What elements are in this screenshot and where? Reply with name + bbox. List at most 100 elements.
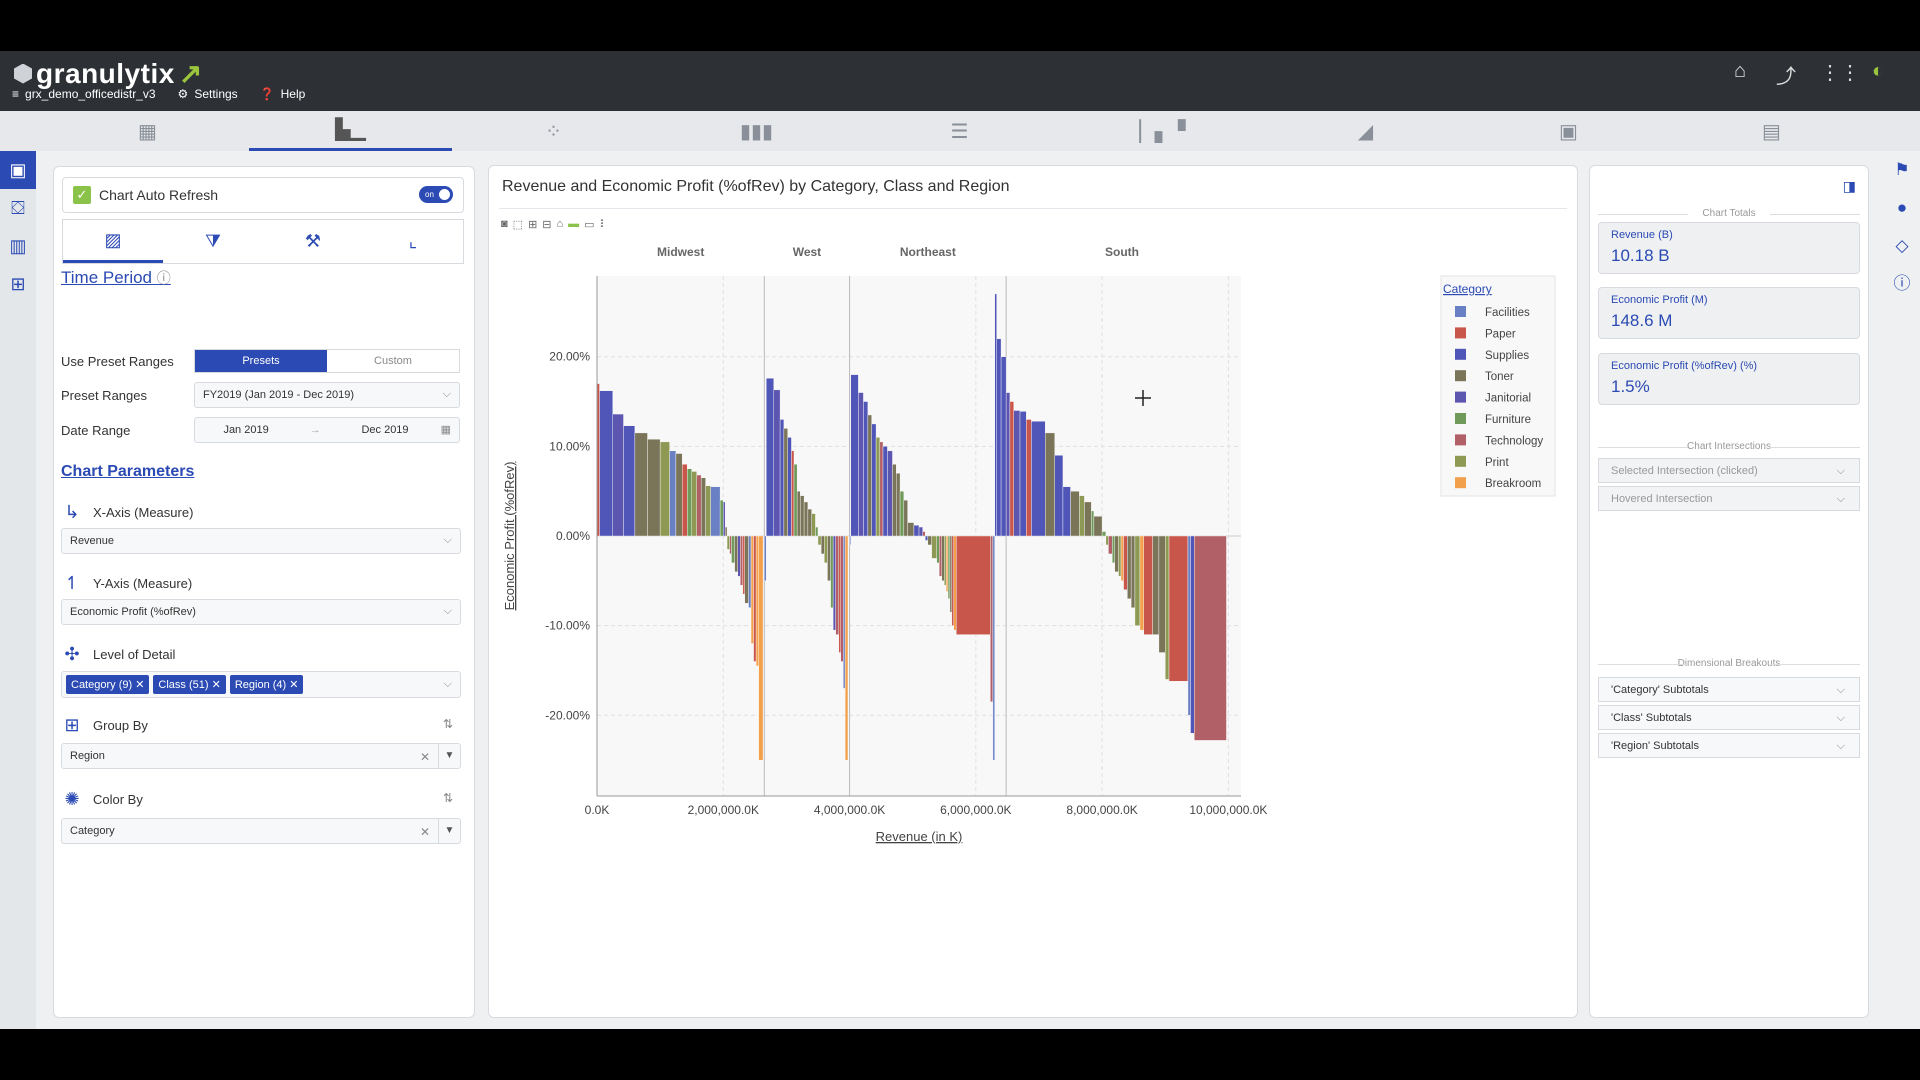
chart-parameters-heading[interactable]: Chart Parameters <box>61 463 195 480</box>
presets-button[interactable]: Presets <box>195 350 327 372</box>
calendar-icon[interactable]: ▦ <box>440 424 451 436</box>
tab-scatter[interactable]: ⁘ <box>545 120 562 143</box>
tab-area[interactable]: ◢ <box>1357 120 1374 143</box>
bar <box>1112 535 1115 564</box>
bar <box>1190 535 1195 734</box>
comment-icon[interactable]: ● <box>1896 198 1908 217</box>
bar <box>922 531 926 537</box>
dropdown-arrow-icon[interactable]: ▼ <box>438 819 460 843</box>
chevron-down-icon: ⌵ <box>1836 740 1845 752</box>
dataset-menu[interactable]: ≡ grx_demo_officedistr_v3 <box>12 87 156 101</box>
bar <box>748 535 752 608</box>
bar <box>1130 535 1136 608</box>
bar <box>827 535 831 582</box>
auto-refresh-row: ✓ Chart Auto Refresh on <box>62 177 464 213</box>
date-from[interactable]: Jan 2019 <box>223 424 269 436</box>
bar <box>726 535 730 550</box>
info-icon[interactable]: ⓘ <box>156 270 171 286</box>
bar <box>903 499 908 537</box>
tab-marimekko-bar[interactable]: ▙▁ <box>249 111 452 151</box>
bar <box>719 499 724 537</box>
zoom-out-icon[interactable]: ⊟ <box>542 219 552 231</box>
chart-svg[interactable]: Midwest West Northeast South 0.0K 2,000,000.0… <box>489 166 1579 1019</box>
tab-filters[interactable]: ⧩ <box>163 220 263 263</box>
tab-chart-data[interactable]: ▨ <box>63 220 163 263</box>
clear-icon[interactable]: ✕ <box>419 750 430 764</box>
zoom-in-icon[interactable]: ⊞ <box>528 219 538 231</box>
compare-icon[interactable]: ▭ <box>584 219 595 231</box>
time-period-heading[interactable]: Time Period ⓘ <box>61 268 171 288</box>
legend-item: Breakroom <box>1485 478 1541 490</box>
lod-chip[interactable]: Region (4) ✕ <box>229 675 304 694</box>
y-tick-label: 20.00% <box>549 350 590 364</box>
dropdown-arrow-icon[interactable]: ▼ <box>438 744 460 768</box>
legend-title: Category <box>1443 282 1492 296</box>
tab-table[interactable]: ▤ <box>1762 120 1781 143</box>
spike-lines-icon[interactable]: ▬ <box>568 218 580 230</box>
tab-format[interactable]: ⚒ <box>263 220 363 263</box>
bar <box>758 535 764 761</box>
tab-layout[interactable]: ⌞ <box>363 220 463 263</box>
close-icon[interactable]: ✕ <box>135 679 145 691</box>
bar <box>675 453 683 537</box>
lod-multiselect[interactable]: Category (9) ✕ Class (51) ✕ Region (4) ✕… <box>61 671 461 698</box>
tab-horizontal-bar[interactable]: ☰ <box>950 120 969 143</box>
x-axis-select[interactable]: Revenue ⌵ <box>61 528 461 554</box>
collapse-panel-icon[interactable]: ◨ <box>1842 178 1856 194</box>
chart-view-icon[interactable]: ▣ <box>0 151 36 189</box>
color-by-select[interactable]: Category ✕ ▼ <box>61 818 461 844</box>
reset-home-icon[interactable]: ⌂ <box>556 218 564 230</box>
preset-ranges-select[interactable]: FY2019 (Jan 2019 - Dec 2019) ⌵ <box>194 382 460 408</box>
home-icon[interactable]: ⌂ <box>1733 60 1747 82</box>
bar <box>1026 419 1032 537</box>
box-select-icon[interactable]: ⬚ <box>512 219 524 231</box>
trend-icon[interactable]: ⤴ <box>1776 66 1796 88</box>
breakout-label: 'Class' Subtotals <box>1611 712 1692 724</box>
selected-intersection-select[interactable]: Selected Intersection (clicked) ⌵ <box>1598 458 1860 483</box>
sort-icon[interactable]: ⇅ <box>442 717 453 731</box>
presentation-icon[interactable]: ⛋ <box>11 198 25 218</box>
lod-chip[interactable]: Class (51) ✕ <box>153 675 226 694</box>
table-icon[interactable]: ⊞ <box>10 274 26 294</box>
hovered-intersection-select[interactable]: Hovered Intersection ⌵ <box>1598 486 1860 511</box>
settings-menu[interactable]: ⚙ Settings <box>178 87 238 101</box>
chart-settings-panel: ✓ Chart Auto Refresh on ▨ ⧩ ⚒ ⌞ Time Per… <box>53 166 475 1018</box>
group-by-label: Group By <box>93 718 148 733</box>
legend-item: Print <box>1485 457 1509 469</box>
help-menu[interactable]: ❓ Help <box>260 87 306 101</box>
logo[interactable]: granulytix ↗ <box>14 57 203 90</box>
info-icon[interactable]: ⓘ <box>1893 274 1911 293</box>
tab-column[interactable]: ▮▮▮ <box>739 120 774 143</box>
group-by-select[interactable]: Region ✕ ▼ <box>61 743 461 769</box>
lod-chip[interactable]: Category (9) ✕ <box>66 675 150 694</box>
sub-nav: ≡ grx_demo_officedistr_v3 ⚙ Settings ❓ Help <box>0 87 305 101</box>
date-to[interactable]: Dec 2019 <box>361 424 409 436</box>
close-icon[interactable]: ✕ <box>289 679 299 691</box>
region-subtotals-select[interactable]: 'Region' Subtotals ⌵ <box>1598 733 1860 758</box>
camera-icon[interactable]: ◙ <box>501 218 508 230</box>
auto-refresh-toggle[interactable]: on <box>419 186 453 203</box>
book-icon[interactable]: ▥ <box>9 236 27 256</box>
class-subtotals-select[interactable]: 'Class' Subtotals ⌵ <box>1598 705 1860 730</box>
close-icon[interactable]: ✕ <box>211 679 221 691</box>
theme-toggle-icon[interactable]: ◐ <box>1871 60 1885 82</box>
show-closest-icon[interactable]: ⠇ <box>599 219 608 231</box>
tag-icon[interactable]: ◇ <box>1895 236 1909 255</box>
chart-title: Revenue and Economic Profit (%ofRev) by … <box>502 178 1010 195</box>
custom-button[interactable]: Custom <box>374 355 412 367</box>
date-range-picker[interactable]: Jan 2019 → Dec 2019 ▦ <box>194 417 460 443</box>
clear-icon[interactable]: ✕ <box>419 825 430 839</box>
bar <box>941 535 945 582</box>
tab-waterfall[interactable]: ▏▖▝ <box>1139 120 1186 143</box>
sort-icon[interactable]: ⇅ <box>442 791 453 805</box>
bar <box>949 535 953 613</box>
legend-swatch <box>1455 477 1466 489</box>
apps-grid-icon[interactable]: ⋮⋮ <box>1820 62 1860 84</box>
y-axis-select[interactable]: Economic Profit (%ofRev) ⌵ <box>61 599 461 625</box>
bookmark-add-icon[interactable]: ⚑ <box>1894 160 1910 179</box>
category-subtotals-select[interactable]: 'Category' Subtotals ⌵ <box>1598 677 1860 702</box>
tab-treemap[interactable]: ▣ <box>1559 120 1578 143</box>
legend-swatch <box>1455 370 1466 382</box>
tab-heatmap[interactable]: ▦ <box>138 120 157 143</box>
right-rail: ⚑ ● ◇ ⓘ <box>1884 151 1920 1029</box>
